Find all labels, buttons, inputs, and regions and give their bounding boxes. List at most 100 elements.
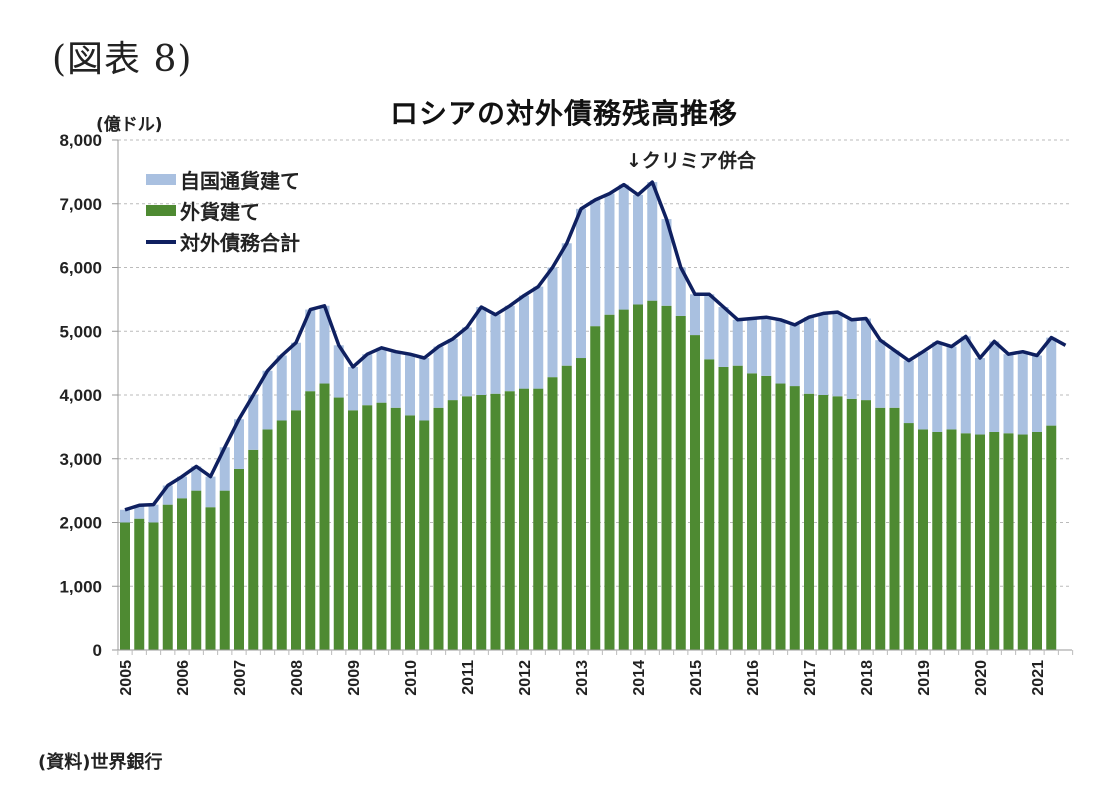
- bar-foreign: [305, 391, 316, 650]
- legend-label-domestic: 自国通貨建て: [180, 169, 300, 193]
- legend-label-total: 対外債務合計: [180, 231, 300, 255]
- bar-domestic: [789, 324, 800, 387]
- y-tick-label: 0: [93, 641, 102, 660]
- bar-foreign: [761, 375, 772, 650]
- bar-foreign: [519, 388, 529, 650]
- bar-foreign: [946, 429, 957, 650]
- bar-domestic: [690, 294, 700, 336]
- bar-domestic: [861, 318, 871, 401]
- crimea-annotation: ↓クリミア併合: [626, 150, 756, 172]
- bar-domestic: [804, 317, 814, 394]
- bar-domestic: [647, 182, 658, 301]
- bar-domestic: [590, 199, 601, 327]
- bar-domestic: [547, 267, 558, 378]
- legend-item-foreign: 外貨建て: [146, 195, 300, 226]
- bar-domestic: [234, 419, 244, 469]
- bar-domestic: [433, 346, 444, 408]
- bar-foreign: [732, 365, 743, 650]
- x-tick-label: 2019: [916, 660, 933, 696]
- bar-foreign: [547, 377, 558, 650]
- y-tick-label: 6,000: [59, 259, 102, 278]
- bar-foreign: [490, 393, 501, 650]
- bar-foreign: [262, 429, 273, 650]
- bar-domestic: [276, 355, 287, 421]
- legend-swatch-total: [146, 239, 176, 244]
- bar-foreign: [875, 407, 886, 650]
- bar-foreign: [647, 300, 658, 650]
- bar-foreign: [960, 433, 971, 650]
- bar-domestic: [205, 476, 216, 508]
- bar-foreign: [775, 383, 786, 650]
- bar-foreign: [219, 490, 230, 650]
- bar-domestic: [718, 307, 729, 367]
- bar-foreign: [861, 400, 871, 650]
- bar-domestic: [761, 317, 772, 376]
- x-tick-label: 2020: [973, 660, 990, 696]
- bar-domestic: [932, 342, 943, 432]
- bar-foreign: [789, 386, 800, 650]
- x-tick-labels: 2005 2006 2007 2008 2009 2010 2011 2012 2013 2014…: [118, 660, 1047, 696]
- bar-domestic: [533, 286, 544, 389]
- bar-domestic: [405, 354, 415, 416]
- bar-foreign: [561, 365, 572, 650]
- bar-foreign: [633, 304, 643, 650]
- bar-domestic: [191, 466, 202, 491]
- bar-domestic: [832, 312, 843, 397]
- bar-foreign: [918, 429, 928, 650]
- x-tick-label: 2011: [460, 660, 477, 695]
- bar-foreign: [276, 420, 287, 650]
- bar-domestic: [490, 314, 501, 394]
- bar-domestic: [732, 319, 743, 366]
- bar-domestic: [918, 351, 928, 430]
- bar-domestic: [419, 358, 430, 421]
- bar-domestic: [519, 295, 529, 389]
- bar-foreign: [376, 402, 387, 650]
- bar-domestic: [305, 309, 316, 392]
- y-tick-label: 8,000: [59, 131, 102, 150]
- chart-title: ロシアの対外債務残高推移: [390, 97, 739, 130]
- bar-domestic: [618, 184, 629, 310]
- y-axis-unit-label: (億ドル): [96, 115, 163, 135]
- bar-domestic: [1032, 355, 1042, 432]
- bar-foreign: [205, 507, 216, 650]
- y-tick-label: 4,000: [59, 386, 102, 405]
- x-tick-label: 2018: [859, 660, 876, 696]
- legend-swatch-domestic: [146, 174, 176, 185]
- bar-foreign: [148, 522, 159, 650]
- bar-foreign: [504, 391, 515, 650]
- bar-domestic: [390, 351, 401, 408]
- bar-foreign: [177, 498, 187, 650]
- x-tick-label: 2010: [403, 660, 420, 696]
- bar-foreign: [604, 314, 615, 650]
- bar-foreign: [120, 522, 130, 650]
- y-tick-labels: 0 1,000 2,000 3,000 4,000 5,000 6,000 7,000 8,00…: [59, 131, 102, 660]
- bar-domestic: [291, 342, 301, 411]
- x-tick-label: 2013: [574, 660, 591, 696]
- bar-foreign: [846, 398, 857, 650]
- bars: [120, 182, 1057, 650]
- bar-foreign: [832, 396, 843, 650]
- bar-foreign: [818, 395, 829, 650]
- bar-domestic: [162, 485, 173, 505]
- bar-foreign: [333, 397, 344, 650]
- bar-foreign: [134, 518, 145, 650]
- bar-foreign: [747, 373, 757, 650]
- bar-foreign: [433, 407, 444, 650]
- bar-foreign: [462, 396, 472, 650]
- bar-domestic: [903, 360, 914, 424]
- bar-foreign: [590, 326, 601, 650]
- bar-domestic: [348, 366, 358, 411]
- x-tick-label: 2009: [346, 660, 363, 696]
- bar-foreign: [447, 400, 458, 650]
- x-tick-label: 2007: [232, 660, 249, 696]
- bar-domestic: [747, 318, 757, 374]
- bar-foreign: [903, 423, 914, 650]
- bar-foreign: [533, 388, 544, 650]
- bar-foreign: [1003, 433, 1014, 650]
- x-tick-label: 2005: [118, 660, 135, 696]
- bar-foreign: [1017, 434, 1028, 650]
- bar-foreign: [804, 393, 814, 650]
- legend: 自国通貨建て 外貨建て 対外債務合計: [146, 164, 300, 257]
- bar-domestic: [1003, 354, 1014, 434]
